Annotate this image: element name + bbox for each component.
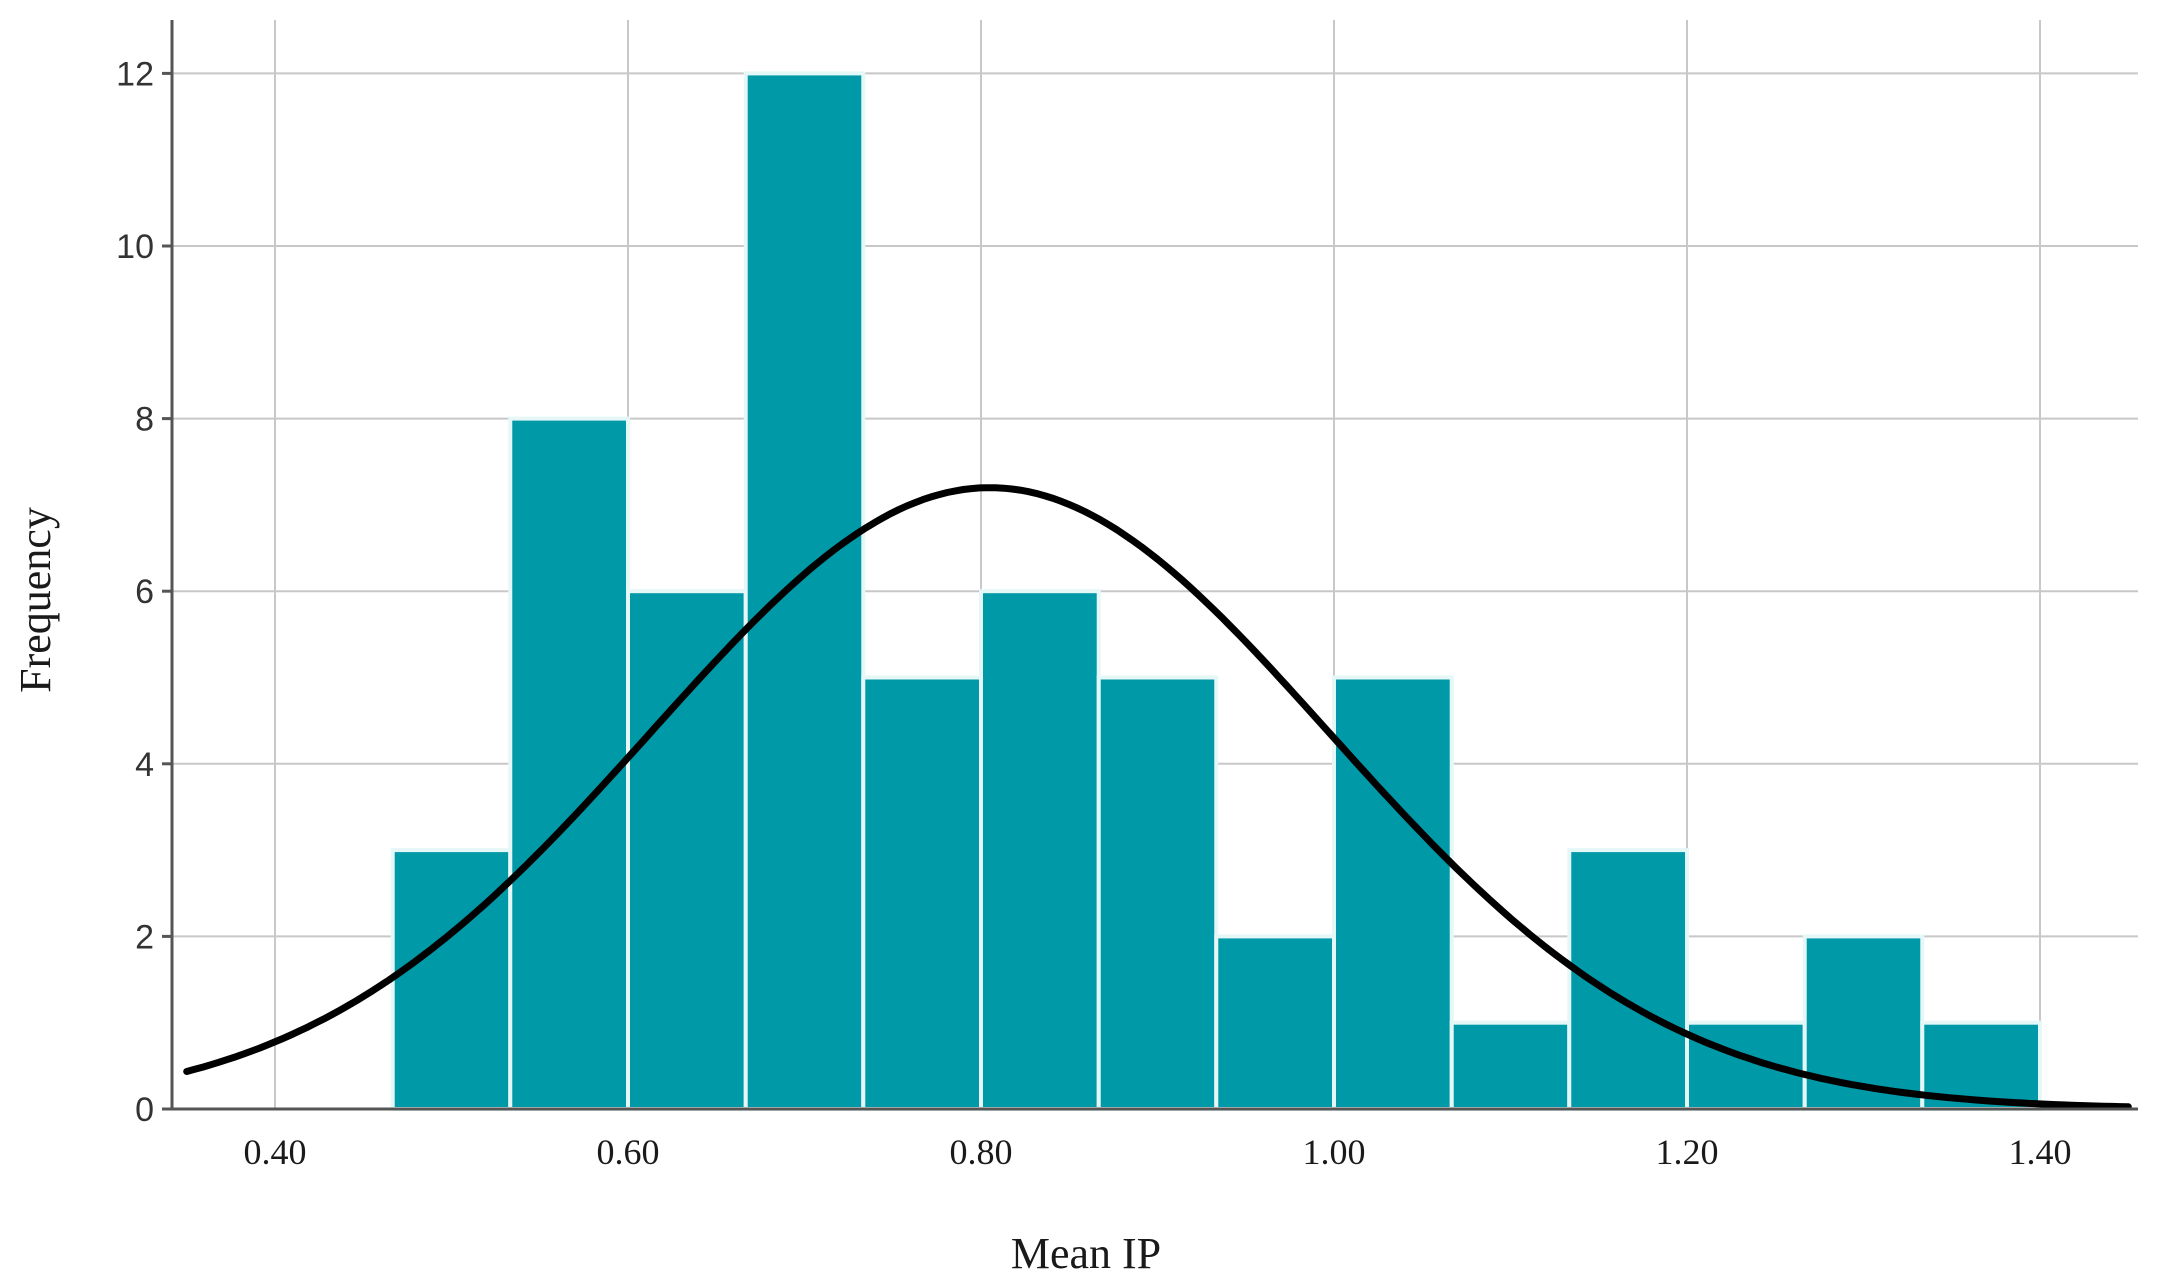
y-tick-labels: 0 2 4 6 8 10 12: [116, 55, 154, 1129]
y-tick-label: 10: [116, 228, 154, 266]
histogram-bar: [1214, 934, 1337, 1112]
histogram-bar: [508, 416, 631, 1112]
y-tick-label: 0: [135, 1091, 154, 1129]
histogram-bar: [979, 589, 1101, 1111]
y-tick-label: 12: [116, 55, 154, 93]
histogram-bar: [861, 675, 983, 1111]
histogram-bar: [1685, 1020, 1807, 1112]
x-tick-label: 1.20: [1656, 1132, 1719, 1172]
y-tick-label: 4: [135, 746, 154, 784]
y-tick-label: 8: [135, 401, 154, 439]
histogram-bar: [1096, 675, 1219, 1111]
histogram-bar: [1449, 1020, 1572, 1112]
x-tick-label: 0.80: [950, 1132, 1013, 1172]
histogram-bar: [743, 71, 866, 1111]
y-tick-label: 6: [135, 573, 154, 611]
x-tick-label: 0.40: [244, 1132, 307, 1172]
histogram-bar: [1332, 675, 1454, 1111]
y-axis-label: Frequency: [11, 507, 60, 693]
axes: [162, 20, 2138, 1111]
y-tick-label: 2: [135, 918, 154, 956]
normal-curve: [183, 484, 2132, 1111]
x-tick-label: 0.60: [597, 1132, 660, 1172]
x-tick-labels: 0.40 0.60 0.80 1.00 1.20 1.40: [244, 1132, 2072, 1172]
histogram-bars: [390, 71, 2043, 1112]
x-tick-label: 1.00: [1303, 1132, 1366, 1172]
histogram-bar: [390, 848, 513, 1111]
x-axis-label: Mean IP: [1011, 1229, 1161, 1278]
histogram-bar: [626, 589, 748, 1111]
x-tick-label: 1.40: [2009, 1132, 2072, 1172]
